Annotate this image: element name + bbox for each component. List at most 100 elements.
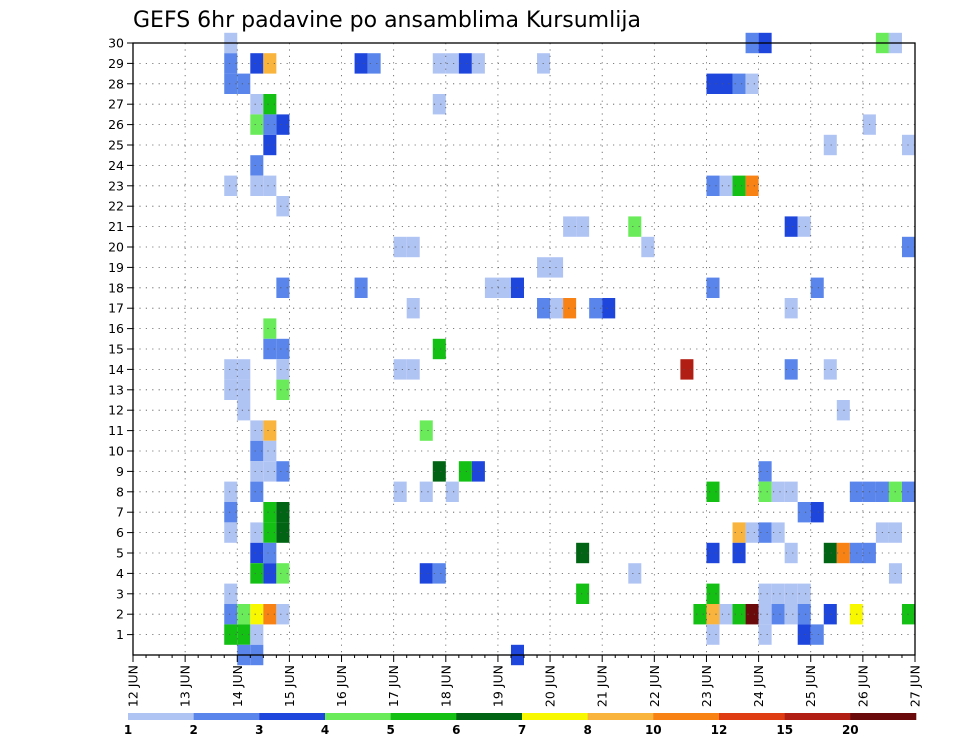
- heatmap-cell: [706, 583, 720, 604]
- heatmap-cell: [471, 461, 485, 482]
- heatmap-cell: [758, 624, 772, 645]
- heatmap-cell: [367, 53, 381, 74]
- heatmap-cell: [354, 277, 368, 298]
- heatmap-cell: [706, 481, 720, 502]
- heatmap-cell: [732, 542, 746, 564]
- heatmap-cell: [758, 583, 772, 604]
- heatmap-cell: [706, 604, 720, 625]
- heatmap-cell: [419, 481, 433, 502]
- y-tick-label: 17: [108, 301, 124, 316]
- heatmap-cell: [393, 236, 407, 258]
- heatmap-cell: [628, 216, 642, 237]
- y-tick-label: 24: [108, 158, 124, 173]
- heatmap-cell: [250, 542, 264, 564]
- heatmap-cell: [745, 175, 759, 196]
- x-tick-label: 21 JUN: [595, 665, 610, 707]
- heatmap-cell: [237, 359, 251, 380]
- y-tick-label: 1: [116, 627, 124, 642]
- heatmap-cell: [576, 583, 590, 604]
- y-tick-label: 3: [116, 586, 124, 601]
- colorbar-swatch: [128, 713, 194, 720]
- heatmap-cell: [706, 542, 720, 564]
- heatmap-cell: [237, 624, 251, 645]
- colorbar: 1 2 3 4 5 6 7 8 10 12 15 20: [124, 713, 917, 737]
- colorbar-label: 1: [124, 723, 132, 737]
- heatmap-cell: [224, 624, 238, 645]
- x-tick-label: 16 JUN: [334, 665, 349, 707]
- heatmap-cell: [276, 604, 290, 625]
- colorbar-label: 5: [387, 723, 395, 737]
- heatmap-cell: [432, 338, 446, 360]
- heatmap-cell: [276, 114, 290, 135]
- heatmap-cell: [784, 216, 798, 237]
- y-tick-label: 27: [108, 97, 124, 112]
- heatmap-cell: [758, 522, 772, 543]
- heatmap-cell: [250, 175, 264, 196]
- heatmap-cell: [797, 583, 811, 604]
- colorbar-label: 7: [518, 723, 526, 737]
- heatmap-cell: [432, 563, 446, 584]
- heatmap-cell: [224, 481, 238, 502]
- x-tick-label: 19 JUN: [490, 665, 505, 707]
- x-tick-label: 20 JUN: [543, 665, 558, 707]
- heatmap-cell: [745, 604, 759, 625]
- y-tick-label: 19: [108, 260, 124, 275]
- colorbar-swatch: [587, 713, 654, 720]
- heatmap-cell: [263, 53, 277, 74]
- heatmap-cell: [276, 502, 290, 523]
- heatmap-cell: [797, 604, 811, 625]
- heatmap-cell: [224, 583, 238, 604]
- y-tick-label: 4: [116, 566, 124, 581]
- colorbar-label: 12: [711, 723, 728, 737]
- heatmap-cell: [263, 604, 277, 625]
- heatmap-cell: [276, 359, 290, 380]
- y-tick-label: 22: [108, 199, 124, 214]
- x-tick-label: 14 JUN: [230, 665, 245, 707]
- heatmap-cell: [771, 481, 785, 502]
- colorbar-label: 4: [321, 723, 329, 737]
- colorbar-swatch: [653, 713, 720, 720]
- y-tick-label: 28: [108, 76, 124, 91]
- heatmap-cell: [732, 175, 746, 196]
- y-tick-label: 12: [108, 403, 124, 418]
- heatmap-cell: [784, 604, 798, 625]
- heatmap-cell: [797, 216, 811, 237]
- heatmap-cell: [406, 359, 420, 380]
- y-tick-label: 5: [116, 546, 124, 561]
- heatmap-cell: [810, 277, 824, 298]
- heatmap-cell: [263, 522, 277, 543]
- heatmap-cell: [224, 502, 238, 523]
- heatmap-cell: [250, 461, 264, 482]
- heatmap-cell: [263, 134, 277, 156]
- heatmap-cell: [745, 522, 759, 543]
- heatmap-cell: [263, 94, 277, 115]
- heatmap-cell: [771, 522, 785, 543]
- heatmap-cell: [784, 583, 798, 604]
- heatmap-cell: [250, 624, 264, 645]
- y-tick-label: 30: [108, 36, 124, 51]
- heatmap-cell: [250, 440, 264, 462]
- y-tick-label: 16: [108, 321, 124, 336]
- x-tick-label: 24 JUN: [751, 665, 766, 707]
- heatmap-cell: [810, 502, 824, 523]
- heatmap-cell: [237, 379, 251, 400]
- heatmap-cell: [224, 379, 238, 400]
- heatmap-cell: [419, 563, 433, 584]
- heatmap-cell: [263, 461, 277, 482]
- heatmap-cell: [784, 298, 798, 319]
- heatmap-cell: [224, 175, 238, 196]
- heatmap-cell: [745, 73, 759, 94]
- heatmap-cell: [823, 542, 837, 564]
- heatmap-cell: [250, 481, 264, 502]
- x-tick-label: 15 JUN: [282, 665, 297, 707]
- heatmap-cell: [784, 359, 798, 380]
- heatmap-cell: [758, 481, 772, 502]
- heatmap-cell: [276, 338, 290, 360]
- colorbar-swatch: [456, 713, 523, 720]
- heatmap-cell: [250, 155, 264, 176]
- heatmap-cell: [602, 298, 616, 319]
- heatmap-cell: [732, 604, 746, 625]
- heatmap-cell: [406, 236, 420, 258]
- heatmap-cell: [276, 379, 290, 400]
